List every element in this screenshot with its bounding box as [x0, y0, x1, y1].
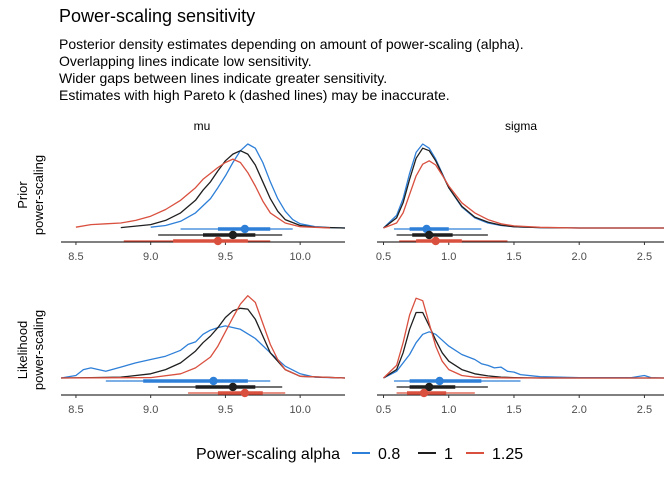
x-tick-label: 0.5	[376, 404, 391, 416]
interval-point-alpha-1.25	[431, 236, 440, 246]
legend-label-0.8: 0.8	[378, 446, 400, 463]
column-label-sigma: sigma	[505, 119, 537, 133]
column-label-mu: mu	[194, 119, 211, 133]
density-line-alpha-1	[120, 150, 346, 229]
density-line-alpha-1	[383, 147, 664, 229]
x-tick-label: 1.5	[506, 404, 521, 416]
density-line-alpha-0.8	[383, 331, 665, 379]
density-line-alpha-0.8	[383, 143, 664, 229]
row-label-likelihood-line-1: Likelihood	[15, 321, 30, 380]
density-line-alpha-1.25	[383, 160, 664, 229]
interval-point-alpha-1	[228, 382, 238, 392]
interval-point-alpha-0.8	[240, 224, 250, 234]
legend-label-1.25: 1.25	[492, 446, 523, 463]
x-tick-label: 9.5	[218, 404, 233, 416]
legend-label-1: 1	[444, 446, 453, 463]
x-tick-label: 10.0	[289, 251, 310, 263]
chart-subtitle-line-1: Posterior density estimates depending on…	[59, 36, 524, 52]
interval-point-alpha-1.25	[213, 236, 223, 246]
interval-point-alpha-1.25	[419, 388, 429, 398]
chart-subtitle-line-2: Overlapping lines indicate low sensitivi…	[59, 53, 312, 69]
density-line-alpha-1.25	[75, 158, 331, 229]
x-tick-label: 1.5	[506, 251, 521, 263]
x-tick-label: 9.0	[143, 404, 158, 416]
x-tick-label: 1.0	[441, 251, 456, 263]
x-tick-label: 2.0	[572, 404, 587, 416]
density-line-alpha-0.8	[60, 325, 346, 379]
density-line-alpha-0.8	[150, 143, 346, 229]
interval-point-alpha-1.25	[240, 388, 250, 398]
chart-subtitle-line-3: Wider gaps between lines indicate greate…	[59, 70, 387, 86]
interval-point-alpha-1	[228, 230, 238, 240]
x-tick-label: 2.0	[572, 251, 587, 263]
interval-point-alpha-1	[424, 230, 434, 240]
density-line-alpha-1	[383, 311, 664, 379]
interval-point-alpha-1	[424, 382, 434, 392]
panel-grid: 8.5 9.0 9.5 10.0 0.5 1.0 1.5 2.0 2.5 8.5 9.0 9.5 10.…	[60, 143, 665, 416]
interval-point-alpha-0.8	[435, 376, 444, 386]
x-tick-label: 2.5	[637, 404, 652, 416]
density-line-alpha-1.25	[383, 297, 664, 379]
row-label-prior-line-2: power-scaling	[31, 155, 46, 235]
panel-1-1: 0.5 1.0 1.5 2.0 2.5	[376, 297, 665, 416]
chart-title: Power-scaling sensitivity	[59, 6, 255, 26]
density-line-alpha-1	[60, 307, 346, 379]
x-tick-label: 10.0	[289, 404, 310, 416]
panel-1-0: 8.5 9.0 9.5 10.0	[60, 295, 346, 416]
density-line-alpha-1.25	[60, 295, 346, 379]
x-tick-label: 2.5	[637, 251, 652, 263]
legend: Power-scaling alpha 0.8 1 1.25	[196, 446, 523, 463]
x-tick-label: 1.0	[441, 404, 456, 416]
row-label-likelihood-line-2: power-scaling	[31, 310, 46, 390]
chart-subtitle-line-4: Estimates with high Pareto k (dashed lin…	[59, 87, 450, 103]
x-tick-label: 8.5	[68, 251, 83, 263]
x-tick-label: 0.5	[376, 251, 391, 263]
interval-point-alpha-0.8	[209, 376, 218, 386]
legend-title: Power-scaling alpha	[196, 446, 340, 463]
x-tick-label: 9.0	[143, 251, 158, 263]
row-label-prior-line-1: Prior	[15, 181, 30, 209]
x-tick-label: 9.5	[218, 251, 233, 263]
panel-0-1: 0.5 1.0 1.5 2.0 2.5	[376, 143, 664, 263]
panel-0-0: 8.5 9.0 9.5 10.0	[61, 143, 346, 263]
x-tick-label: 8.5	[68, 404, 83, 416]
